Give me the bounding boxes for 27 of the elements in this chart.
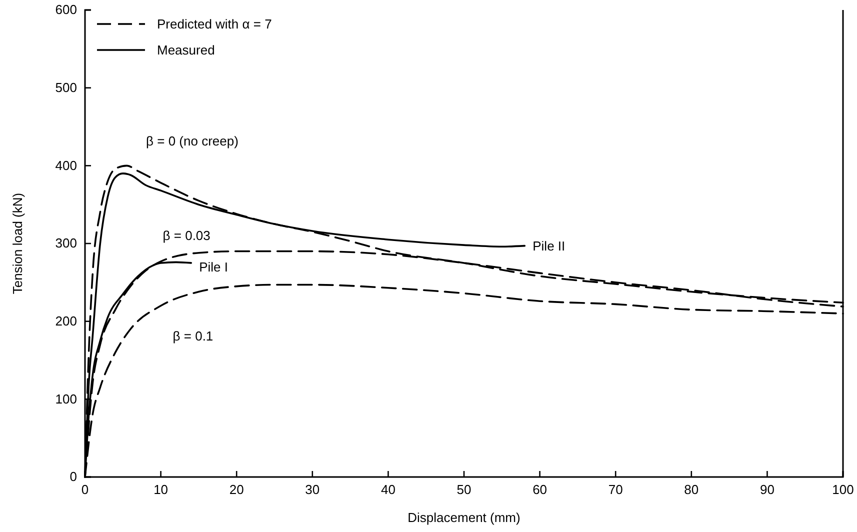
- annotation: Measured: [157, 42, 215, 58]
- y-tick-label: 100: [55, 391, 77, 406]
- series-label: Pile I: [199, 260, 228, 275]
- x-tick-label: 50: [456, 482, 472, 498]
- series-label: β = 0 (no creep): [146, 134, 238, 149]
- y-tick-label: 300: [55, 236, 77, 251]
- x-tick-label: 60: [532, 482, 548, 498]
- x-tick-label: 30: [305, 482, 320, 498]
- x-tick-label: 70: [608, 482, 623, 498]
- series-label: β = 0.1: [172, 328, 214, 344]
- x-tick-label: 10: [154, 482, 168, 498]
- y-tick-label: 200: [55, 313, 77, 328]
- annotation: Predicted with α = 7: [157, 16, 272, 32]
- x-tick-label: 80: [684, 482, 699, 498]
- y-tick-label: 400: [55, 158, 77, 173]
- x-tick-label: 90: [760, 482, 774, 498]
- x-tick-label: 40: [380, 482, 396, 498]
- y-tick-label: 600: [55, 2, 77, 18]
- y-tick-label: 0: [70, 469, 77, 484]
- x-tick-label: 0: [81, 482, 89, 498]
- x-tick-label: 100: [832, 482, 854, 498]
- x-tick-label: 20: [229, 482, 244, 498]
- y-tick-label: 500: [55, 80, 77, 95]
- series-label: Pile II: [532, 238, 566, 254]
- x-axis-title: Displacement (mm): [408, 510, 520, 525]
- series-label: β = 0.03: [162, 228, 210, 243]
- y-axis-title: Tension load (kN): [10, 192, 25, 294]
